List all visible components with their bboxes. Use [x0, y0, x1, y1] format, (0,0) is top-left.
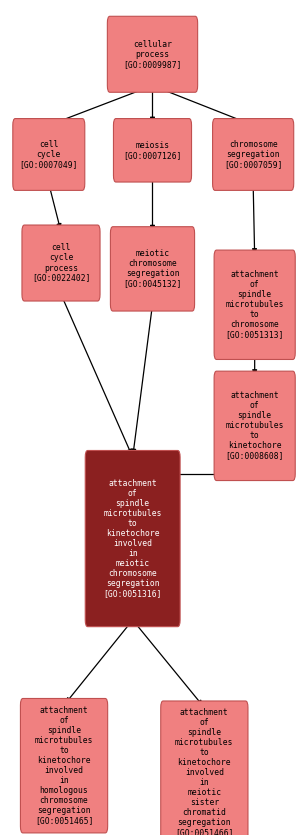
- FancyBboxPatch shape: [20, 698, 108, 832]
- Text: attachment
of
spindle
microtubules
to
kinetochore
involved
in
meiotic
sister
chr: attachment of spindle microtubules to ki…: [175, 707, 234, 835]
- Text: cellular
process
[GO:0009987]: cellular process [GO:0009987]: [123, 40, 182, 68]
- Text: meiosis
[GO:0007126]: meiosis [GO:0007126]: [123, 141, 182, 159]
- Text: cell
cycle
process
[GO:0022402]: cell cycle process [GO:0022402]: [32, 244, 90, 282]
- Text: attachment
of
spindle
microtubules
to
kinetochore
[GO:0008608]: attachment of spindle microtubules to ki…: [225, 392, 284, 460]
- FancyBboxPatch shape: [22, 225, 100, 301]
- FancyBboxPatch shape: [110, 226, 195, 311]
- Text: chromosome
segregation
[GO:0007059]: chromosome segregation [GO:0007059]: [224, 140, 282, 169]
- FancyBboxPatch shape: [85, 451, 180, 626]
- FancyBboxPatch shape: [107, 16, 198, 92]
- Text: cell
cycle
[GO:0007049]: cell cycle [GO:0007049]: [20, 140, 78, 169]
- Text: attachment
of
spindle
microtubules
to
kinetochore
involved
in
homologous
chromos: attachment of spindle microtubules to ki…: [35, 706, 93, 826]
- FancyBboxPatch shape: [214, 250, 295, 359]
- FancyBboxPatch shape: [13, 119, 85, 190]
- FancyBboxPatch shape: [214, 371, 295, 481]
- FancyBboxPatch shape: [213, 119, 294, 190]
- FancyBboxPatch shape: [113, 119, 192, 182]
- Text: attachment
of
spindle
microtubules
to
chromosome
[GO:0051313]: attachment of spindle microtubules to ch…: [225, 271, 284, 339]
- Text: attachment
of
spindle
microtubules
to
kinetochore
involved
in
meiotic
chromosome: attachment of spindle microtubules to ki…: [103, 478, 162, 599]
- Text: meiotic
chromosome
segregation
[GO:0045132]: meiotic chromosome segregation [GO:00451…: [123, 250, 182, 288]
- FancyBboxPatch shape: [161, 701, 248, 835]
